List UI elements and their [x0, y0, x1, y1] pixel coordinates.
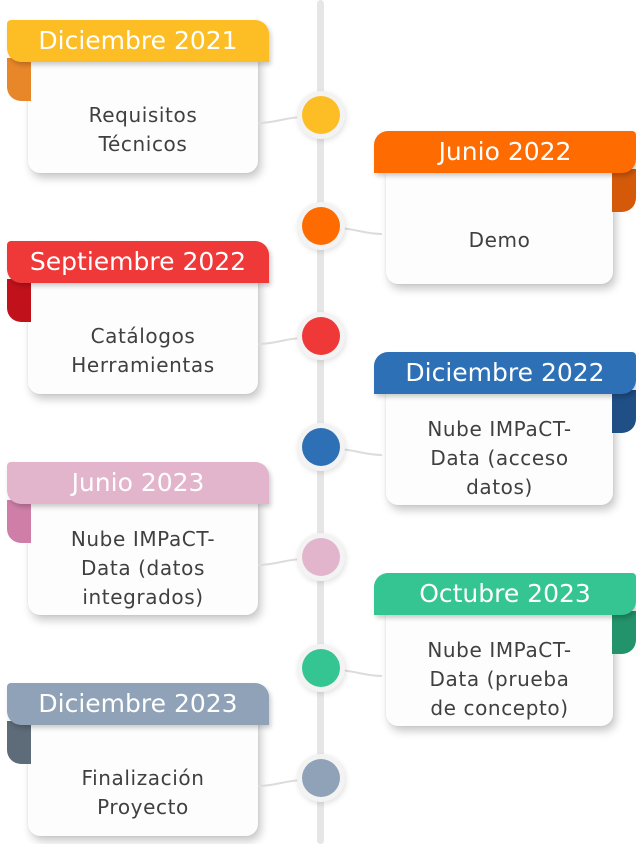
milestone-card-diciembre-2023: Finalización Proyecto	[28, 713, 258, 836]
milestone-description-line: datos)	[466, 475, 533, 499]
milestone-date-banner: Diciembre 2022	[374, 352, 636, 394]
milestone-date-banner: Junio 2022	[374, 131, 636, 173]
milestone-dot-diciembre-2022	[302, 428, 340, 466]
milestone-description-line: Data (datos	[81, 556, 205, 580]
milestone-card-octubre-2023: Nube IMPaCT- Data (prueba de concepto)	[386, 603, 613, 726]
milestone-description-line: Data (prueba	[429, 667, 570, 691]
milestone-card-diciembre-2022: Nube IMPaCT- Data (acceso datos)	[386, 382, 613, 505]
milestone-description-line: Demo	[468, 228, 531, 252]
milestone-description-line: Data (acceso	[430, 446, 569, 470]
connector-line	[257, 779, 305, 787]
milestone-dot-septiembre-2022	[302, 317, 340, 355]
milestone-description-line: Herramientas	[71, 353, 215, 377]
milestone-dot-junio-2023	[302, 538, 340, 576]
milestone-dot-diciembre-2021	[302, 96, 340, 134]
connector-line	[335, 227, 383, 235]
milestone-description-line: Proyecto	[97, 795, 189, 819]
milestone-description-line: integrados)	[82, 585, 204, 609]
ribbon-fold	[7, 58, 31, 101]
milestone-date-banner: Octubre 2023	[374, 573, 636, 615]
milestone-date-banner: Diciembre 2023	[7, 683, 269, 725]
milestone-date-banner: Septiembre 2022	[7, 241, 269, 283]
milestone-description-line: Nube IMPaCT-	[427, 638, 572, 662]
milestone-description-line: Nube IMPaCT-	[427, 417, 572, 441]
ribbon-fold	[612, 390, 636, 433]
ribbon-fold	[7, 721, 31, 764]
ribbon-fold	[7, 279, 31, 322]
milestone-card-junio-2023: Nube IMPaCT- Data (datos integrados)	[28, 492, 258, 615]
milestone-dot-diciembre-2023	[302, 759, 340, 797]
milestone-dot-junio-2022	[302, 207, 340, 245]
connector-line	[257, 337, 305, 345]
milestone-card-junio-2022: Demo	[386, 161, 613, 284]
milestone-date-banner: Diciembre 2021	[7, 20, 269, 62]
timeline-axis	[317, 0, 324, 844]
milestone-description-line: Nube IMPaCT-	[70, 527, 216, 551]
connector-line	[257, 558, 305, 566]
connector-line	[257, 116, 305, 124]
milestone-description-line: Requisitos	[88, 103, 198, 127]
ribbon-fold	[612, 169, 636, 212]
milestone-description-line: Técnicos	[98, 132, 188, 156]
milestone-card-diciembre-2021: Requisitos Técnicos	[28, 50, 258, 173]
milestone-date-banner: Junio 2023	[7, 462, 269, 504]
milestone-description-line: Catálogos	[90, 324, 196, 348]
connector-line	[335, 448, 383, 456]
milestone-card-septiembre-2022: Catálogos Herramientas	[28, 271, 258, 394]
milestone-dot-octubre-2023	[302, 649, 340, 687]
milestone-description-line: Finalización	[81, 766, 205, 790]
ribbon-fold	[612, 611, 636, 654]
ribbon-fold	[7, 500, 31, 543]
milestone-description-line: de concepto)	[430, 696, 569, 720]
connector-line	[335, 669, 383, 677]
